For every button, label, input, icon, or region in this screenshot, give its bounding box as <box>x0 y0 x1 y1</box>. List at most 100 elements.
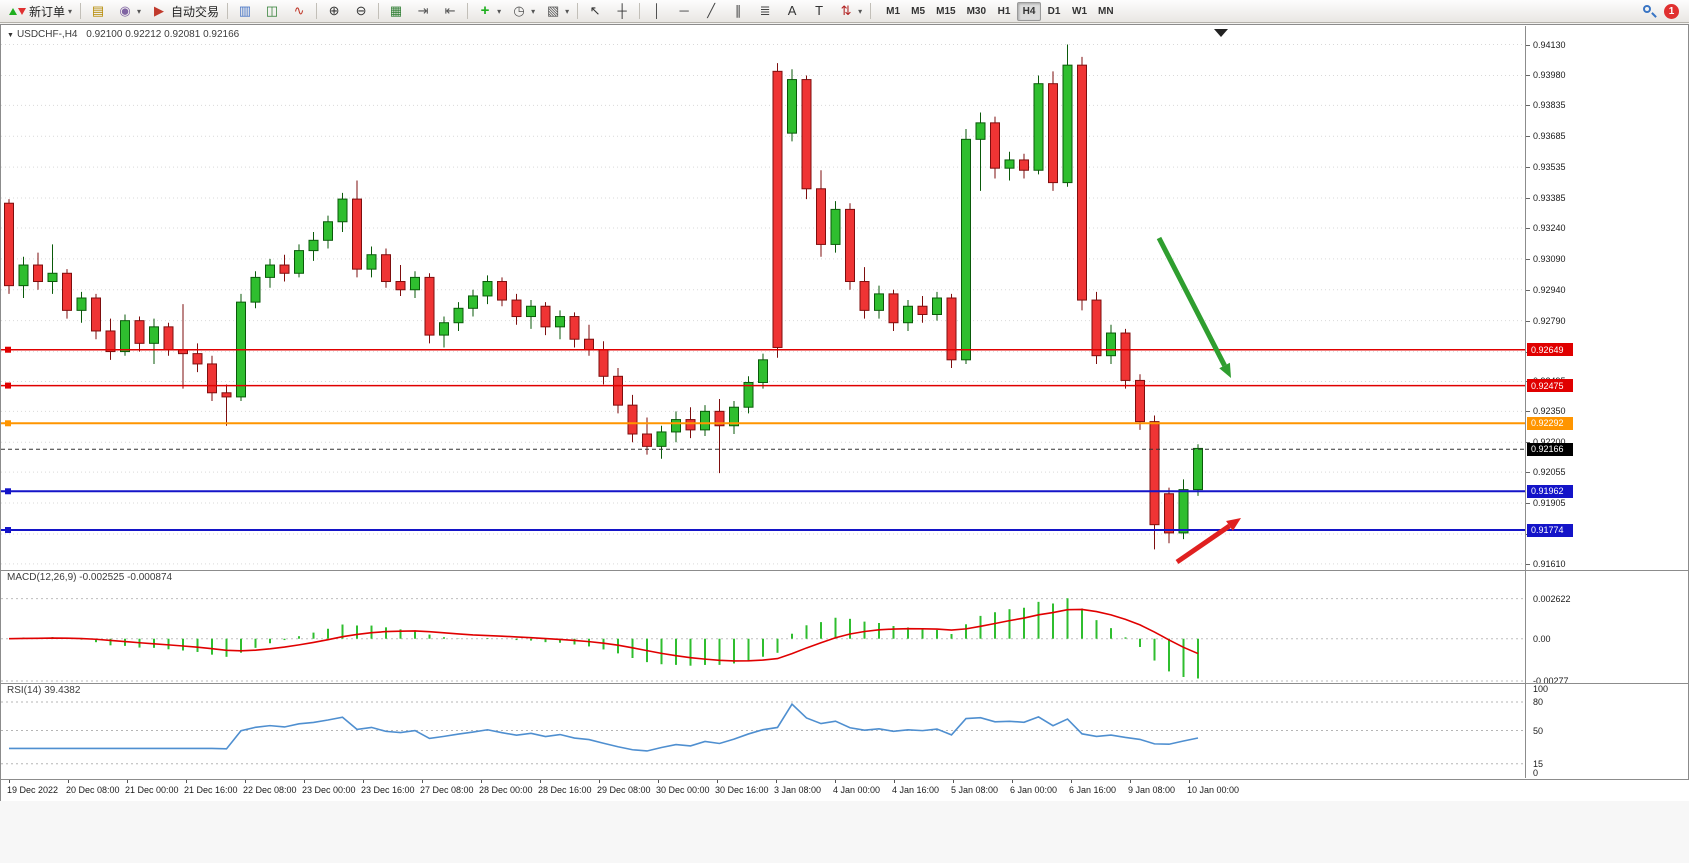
line-chart-button[interactable]: ∿ <box>286 1 312 21</box>
cursor-button[interactable]: ↖ <box>582 1 608 21</box>
templates-button[interactable]: ▧ ▾ <box>540 1 573 21</box>
timeframe-mn[interactable]: MN <box>1098 5 1114 17</box>
toolbar-separator <box>870 3 872 19</box>
vertical-line-icon: │ <box>653 3 662 18</box>
line-anchor-handle[interactable] <box>5 346 11 353</box>
timeframe-m30[interactable]: M30 <box>966 5 987 17</box>
new-order-button-label: 新订单 <box>29 4 66 19</box>
candle-body <box>656 431 667 447</box>
red-up-arrow[interactable] <box>1175 523 1231 565</box>
line-anchor-handle[interactable] <box>5 488 11 495</box>
candle-body <box>149 326 159 344</box>
price-scale[interactable]: 0.94130 0.93980 0.93835 0.93685 0.93535 0.933… <box>1525 26 1688 778</box>
candle-body <box>1033 83 1044 171</box>
toolbar-buttons: 新订单 ▾ ▤ ◉ ▾ ▶ 自动交易 ▥ ◫ ∿ ⊕ ⊖ ▦ ⇥ ⇤ + ▾ ◷ ▾ ▧ ▾ ↖ ┼ │ ─ ╱ ∥ ≣ A T ⇅ ▾ <box>4 1 874 21</box>
chart-canvas[interactable] <box>1 26 1525 778</box>
text-icon: A <box>787 3 797 18</box>
chart-menu-icon[interactable]: ▼ <box>7 32 14 39</box>
current-price-label: 0.92166 <box>1527 442 1573 456</box>
time-tick-label: 5 Jan 08:00 <box>951 785 999 795</box>
price-tick-mark <box>1526 563 1530 565</box>
candle-body <box>1120 332 1131 381</box>
horizontal-line-button[interactable]: ─ <box>671 1 697 21</box>
candle-body <box>584 338 594 351</box>
price-tick-label: 0.93835 <box>1533 100 1566 111</box>
text-button[interactable]: A <box>779 1 805 21</box>
zoom-out-button[interactable]: ⊖ <box>348 1 374 21</box>
candle-body <box>990 122 1000 169</box>
vertical-line-button[interactable]: │ <box>644 1 670 21</box>
profiles-button[interactable]: ◉ ▾ <box>112 1 145 21</box>
chart-title: ▼ USDCHF-,H4 0.92100 0.92212 0.92081 0.92… <box>7 29 239 40</box>
channel-button[interactable]: ∥ <box>725 1 751 21</box>
cursor-icon: ↖ <box>589 3 601 18</box>
arrows-button[interactable]: ⇅ ▾ <box>833 1 866 21</box>
autotrading-button[interactable]: ▶ 自动交易 <box>146 1 223 21</box>
candle-body <box>598 349 609 377</box>
candle-body <box>265 264 275 278</box>
timeframe-m5[interactable]: M5 <box>911 5 926 17</box>
line-anchor-handle[interactable] <box>5 527 11 534</box>
price-tick-mark <box>1526 503 1530 505</box>
line-anchor-handle[interactable] <box>5 420 11 427</box>
price-tick-mark <box>1526 167 1530 169</box>
price-tick-label: 0.93980 <box>1533 70 1566 81</box>
rsi-pane-divider[interactable] <box>1 683 1688 684</box>
candle-body <box>1164 493 1174 534</box>
close-value: 0.92166 <box>203 29 240 40</box>
timeframe-w1[interactable]: W1 <box>1072 5 1088 17</box>
candlestick-button[interactable]: ◫ <box>259 1 285 21</box>
candle-body <box>424 276 435 336</box>
chart-window-button[interactable]: ▤ <box>85 1 111 21</box>
line-anchor-handle[interactable] <box>5 382 11 389</box>
periods-button[interactable]: ◷ ▾ <box>506 1 539 21</box>
time-tick-mark <box>953 780 954 783</box>
dropdown-caret-icon: ▾ <box>565 6 570 16</box>
price-tick-label: 0.92350 <box>1533 406 1566 417</box>
tile-windows-button[interactable]: ▦ <box>383 1 409 21</box>
price-tick-mark <box>1526 105 1530 107</box>
bar-chart-button[interactable]: ▥ <box>232 1 258 21</box>
time-tick-label: 20 Dec 08:00 <box>66 785 120 795</box>
chart-shift-button[interactable]: ⇤ <box>437 1 463 21</box>
macd-pane-divider[interactable] <box>1 570 1688 571</box>
price-tick-label: 0.92200 <box>1533 437 1566 447</box>
time-tick-label: 6 Jan 00:00 <box>1010 785 1058 795</box>
candle-body <box>76 297 87 311</box>
candle-body <box>381 254 391 283</box>
crosshair-icon: ┼ <box>617 3 627 18</box>
chart-shift-marker[interactable] <box>1214 29 1228 37</box>
fibonacci-button[interactable]: ≣ <box>752 1 778 21</box>
candle-body <box>105 330 116 353</box>
price-tick-label: 0.91610 <box>1533 558 1566 569</box>
timeframe-m1[interactable]: M1 <box>886 5 901 17</box>
crosshair-button[interactable]: ┼ <box>609 1 635 21</box>
candle-body <box>1048 83 1058 184</box>
time-tick-mark <box>599 780 600 783</box>
price-tick-mark <box>1526 136 1530 138</box>
trendline-button[interactable]: ╱ <box>698 1 724 21</box>
zoom-in-button[interactable]: ⊕ <box>321 1 347 21</box>
notification-badge[interactable]: 1 <box>1664 3 1679 19</box>
green-down-arrow-head[interactable] <box>1219 362 1231 378</box>
candle-body <box>207 363 217 394</box>
price-tick-mark <box>1526 320 1530 322</box>
time-tick-mark <box>127 780 128 783</box>
time-axis[interactable]: 19 Dec 2022 20 Dec 08:00 21 Dec 00:00 21 De… <box>1 779 1689 801</box>
candle-body <box>1149 421 1160 526</box>
timeframe-m15[interactable]: M15 <box>936 5 956 17</box>
timeframe-h1[interactable]: H1 <box>997 5 1011 17</box>
auto-scroll-button[interactable]: ⇥ <box>410 1 436 21</box>
indicators-button[interactable]: + ▾ <box>472 1 505 21</box>
green-down-arrow[interactable] <box>1156 236 1227 367</box>
timeframe-h4[interactable]: H4 <box>1017 1 1042 21</box>
label-button[interactable]: T <box>806 1 832 21</box>
toolbar-right: 1 <box>1640 2 1685 20</box>
timeframe-d1[interactable]: D1 <box>1047 5 1061 17</box>
time-tick-label: 9 Jan 08:00 <box>1128 785 1176 795</box>
price-tick-mark <box>1526 289 1530 291</box>
red-up-arrow-head[interactable] <box>1226 518 1241 531</box>
new-order-button[interactable]: 新订单 ▾ <box>4 1 76 21</box>
candle-body <box>120 320 130 353</box>
search-icon[interactable] <box>1640 2 1658 20</box>
